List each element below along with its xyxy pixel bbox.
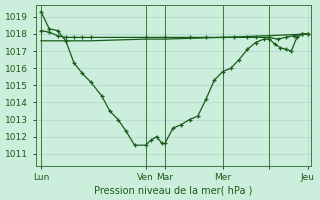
X-axis label: Pression niveau de la mer( hPa ): Pression niveau de la mer( hPa ): [94, 185, 252, 195]
